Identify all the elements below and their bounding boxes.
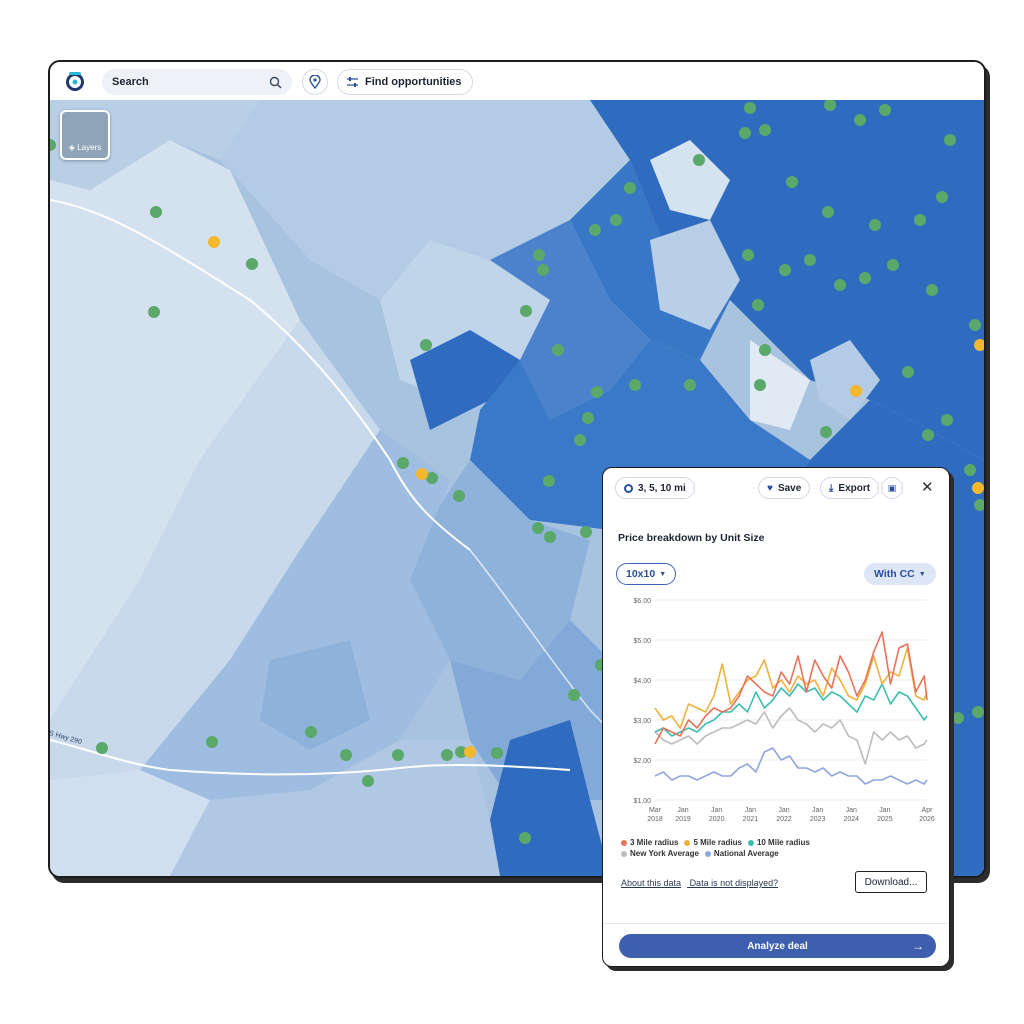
- series-line: [654, 747, 928, 785]
- app-window: Search Find opportunities: [48, 60, 986, 878]
- export-label: Export: [838, 482, 871, 494]
- download-icon: ⤓: [829, 482, 834, 494]
- legend-label: 10 Mile radius: [756, 838, 810, 847]
- legend-swatch: [684, 840, 691, 846]
- series-line: [654, 647, 928, 729]
- layers-label: Layers: [77, 143, 102, 152]
- data-not-displayed-link[interactable]: Data is not displayed?: [689, 878, 779, 888]
- save-button[interactable]: ♥ Save: [758, 477, 811, 499]
- x-tick-label: Jan: [778, 807, 789, 814]
- series-line: [654, 683, 928, 737]
- price-chart: $6.00 $5.00 $4.00 $3.00 $2.00 $1.00 Mar 2018 Jan…: [633, 598, 935, 823]
- app-logo-icon[interactable]: [64, 70, 86, 92]
- location-pin-icon: [309, 75, 321, 89]
- series-line: [654, 631, 928, 745]
- x-tick-label: 2024: [843, 816, 859, 823]
- legend-label: 3 Mile radius: [630, 838, 679, 847]
- legend-item: National Average: [704, 849, 779, 859]
- x-tick-label: Jan: [677, 807, 688, 814]
- search-icon[interactable]: [269, 76, 282, 89]
- analyze-deal-button[interactable]: Analyze deal →: [619, 934, 936, 958]
- about-data-link[interactable]: About this data: [621, 878, 682, 888]
- find-opportunities-label: Find opportunities: [365, 76, 462, 88]
- x-tick-label: Jan: [711, 807, 722, 814]
- x-tick-label: Mar: [649, 807, 662, 814]
- x-tick-label: 2022: [776, 816, 792, 823]
- legend-item: 3 Mile radius: [621, 838, 678, 848]
- y-tick-label: $3.00: [633, 718, 651, 725]
- x-tick-label: 2020: [709, 816, 725, 823]
- y-tick-label: $2.00: [633, 758, 651, 765]
- capture-icon: ▣: [887, 482, 897, 493]
- legend-label: New York Average: [630, 849, 699, 858]
- legend-item: 5 Mile radius: [684, 838, 742, 848]
- climate-control-value: With CC: [874, 568, 915, 580]
- x-tick-label: 2018: [647, 816, 663, 823]
- legend-item: 10 Mile radius: [747, 838, 810, 848]
- legend-swatch: [621, 851, 627, 857]
- market-panel: 3, 5, 10 mi ♥ Save ⤓ Export ▣ ✕ Price br…: [602, 467, 950, 967]
- legend-swatch: [621, 840, 627, 846]
- map-canvas[interactable]: [50, 100, 984, 876]
- unit-size-value: 10x10: [626, 568, 656, 580]
- x-tick-label: Jan: [879, 807, 890, 814]
- close-icon[interactable]: ✕: [921, 479, 934, 496]
- climate-control-select[interactable]: With CC ▼: [864, 563, 936, 585]
- radius-icon: [624, 483, 633, 493]
- download-button[interactable]: Download...: [855, 871, 927, 893]
- unit-size-select[interactable]: 10x10 ▼: [616, 563, 677, 585]
- panel-title: Price breakdown by Unit Size: [618, 532, 765, 544]
- x-tick-label: 2019: [675, 816, 691, 823]
- series-line: [654, 707, 928, 765]
- search-input[interactable]: Search: [102, 69, 292, 95]
- map-pins[interactable]: [50, 100, 984, 844]
- legend-swatch: [704, 851, 711, 857]
- legend-item: New York Average: [621, 849, 699, 859]
- heart-icon: ♥: [767, 482, 773, 494]
- x-tick-label: Apr: [922, 807, 934, 814]
- y-tick-label: $6.00: [633, 598, 651, 605]
- x-tick-label: Jan: [812, 807, 823, 814]
- save-label: Save: [777, 482, 802, 494]
- caret-down-icon: ▼: [918, 570, 926, 578]
- x-tick-label: 2023: [810, 816, 826, 823]
- export-button[interactable]: ⤓ Export: [820, 477, 880, 499]
- legend-label: National Average: [713, 849, 779, 858]
- find-opportunities-button[interactable]: Find opportunities: [337, 69, 473, 95]
- panel-divider: [603, 923, 949, 924]
- x-tick-label: Jan: [745, 807, 756, 814]
- location-button[interactable]: [302, 69, 328, 95]
- y-tick-label: $5.00: [633, 638, 651, 645]
- radius-chip[interactable]: 3, 5, 10 mi: [615, 477, 695, 499]
- screenshot-button[interactable]: ▣: [881, 477, 903, 499]
- x-tick-label: 2021: [743, 816, 759, 823]
- arrow-right-icon: →: [912, 939, 924, 953]
- x-tick-label: Jan: [846, 807, 857, 814]
- x-tick-label: 2025: [877, 816, 893, 823]
- y-tick-label: $1.00: [633, 798, 651, 805]
- info-links: About this data Data is not displayed?: [621, 878, 784, 888]
- layers-icon: ◈: [68, 143, 75, 152]
- caret-down-icon: ▼: [659, 570, 667, 578]
- top-toolbar: Search Find opportunities: [50, 62, 984, 100]
- legend-swatch: [747, 840, 754, 846]
- radius-chip-label: 3, 5, 10 mi: [638, 482, 686, 494]
- y-tick-label: $4.00: [633, 678, 651, 685]
- search-placeholder: Search: [112, 76, 149, 88]
- chart-legend: 3 Mile radius 5 Mile radius 10 Mile radius…: [621, 838, 816, 860]
- x-tick-label: 2026: [919, 816, 935, 823]
- layers-button[interactable]: ◈ Layers: [60, 110, 110, 160]
- sliders-icon: [347, 77, 358, 87]
- legend-label: 5 Mile radius: [693, 838, 742, 847]
- analyze-deal-label: Analyze deal: [747, 940, 808, 952]
